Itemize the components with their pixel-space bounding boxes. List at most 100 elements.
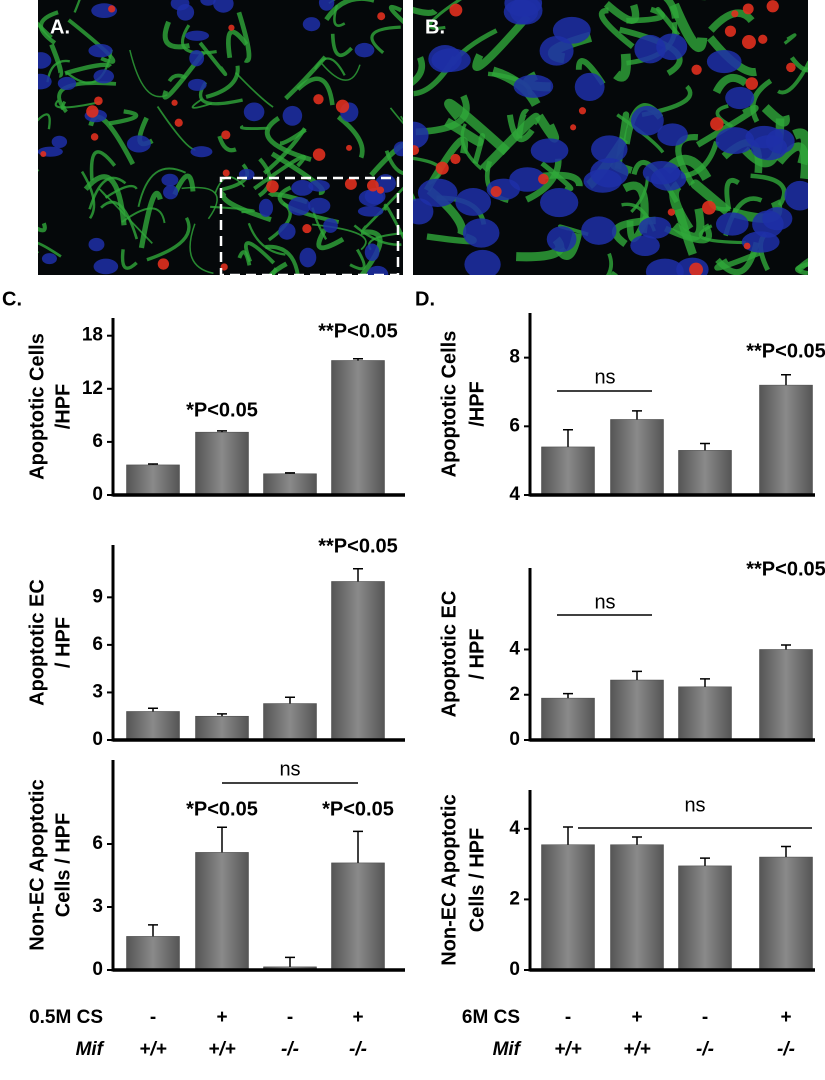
bar <box>760 857 813 970</box>
annotation: ns <box>594 591 615 613</box>
x-tick-label: + <box>352 1007 363 1028</box>
apoptotic-signal <box>313 148 325 160</box>
apoptotic-signal <box>731 10 738 17</box>
nucleus <box>127 135 151 152</box>
y-axis-label: Apoptotic EC <box>26 579 48 706</box>
annotation: ns <box>279 758 300 780</box>
apoptotic-signal <box>313 94 323 104</box>
y-tick-label: 18 <box>82 325 103 346</box>
annotation: ns <box>684 794 705 816</box>
apoptotic-signal <box>767 0 779 12</box>
nucleus <box>418 179 458 207</box>
y-axis-label: /HPF <box>52 384 74 430</box>
y-axis-label: / HPF <box>52 617 74 668</box>
apoptotic-signal <box>228 25 234 31</box>
apoptotic-signal <box>691 65 701 75</box>
x-tick-label: - <box>150 1007 156 1028</box>
y-tick-label: 9 <box>92 586 103 607</box>
nucleus <box>716 212 749 235</box>
apoptotic-signal <box>745 77 758 90</box>
apoptotic-signal <box>744 243 751 250</box>
annotation: **P<0.05 <box>318 320 398 342</box>
nucleus <box>177 4 194 21</box>
nucleus <box>358 206 383 217</box>
error-bar <box>563 430 573 447</box>
nucleus <box>308 198 330 214</box>
apoptotic-signal <box>377 187 384 194</box>
y-tick-label: 4 <box>509 638 520 659</box>
error-bar <box>781 375 791 385</box>
bar <box>611 680 664 740</box>
y-tick-label: 12 <box>82 378 103 399</box>
y-tick-label: 3 <box>92 896 103 917</box>
bar <box>679 687 732 740</box>
apoptotic-signal <box>86 105 98 117</box>
y-tick-label: 6 <box>509 415 520 436</box>
nucleus <box>575 73 605 101</box>
x-tick-label: +/+ <box>208 1039 235 1060</box>
apoptotic-signal <box>223 169 230 176</box>
apoptotic-signal <box>91 133 98 140</box>
y-axis-label: / HPF <box>466 628 488 679</box>
bar <box>542 845 595 970</box>
apoptotic-signal <box>742 35 756 49</box>
error-bar <box>353 569 363 582</box>
bar <box>542 698 595 740</box>
nucleus <box>42 253 57 264</box>
error-bar <box>632 411 642 420</box>
error-bar <box>700 858 710 866</box>
y-axis-label: Apoptotic EC <box>438 591 460 718</box>
row-label: Mif <box>493 1039 522 1060</box>
nucleus <box>88 44 112 57</box>
nucleus <box>581 216 616 244</box>
x-tick-label: - <box>287 1007 293 1028</box>
apoptotic-signal <box>538 174 549 185</box>
row-label: 0.5M CS <box>29 1007 103 1028</box>
error-bar <box>632 671 642 680</box>
bar <box>611 845 664 970</box>
nucleus <box>766 129 795 154</box>
nucleus <box>547 226 577 252</box>
nucleus <box>323 218 338 232</box>
nucleus <box>288 197 310 216</box>
annotation: *P<0.05 <box>186 798 258 820</box>
x-tick-label: -/- <box>349 1039 367 1060</box>
y-tick-label: 8 <box>509 347 520 368</box>
apoptotic-signal <box>336 100 349 113</box>
bar <box>332 360 385 495</box>
panel-label: A. <box>50 16 70 38</box>
nucleus <box>283 106 303 126</box>
nucleus <box>514 75 554 98</box>
y-tick-label: 0 <box>92 484 103 505</box>
nucleus <box>161 174 178 186</box>
x-tick-label: +/+ <box>623 1039 650 1060</box>
apoptotic-signal <box>377 12 385 20</box>
error-bar <box>217 714 227 716</box>
error-bar <box>353 359 363 361</box>
error-bar <box>285 697 295 703</box>
nucleus <box>355 43 375 57</box>
y-tick-label: 2 <box>509 888 520 909</box>
error-bar <box>781 645 791 650</box>
y-axis-label: Cells / HPF <box>466 828 488 932</box>
apoptotic-signal <box>409 145 419 155</box>
error-bar <box>148 708 158 711</box>
panel-label: C. <box>2 288 22 310</box>
x-tick-label: -/- <box>696 1039 714 1060</box>
apoptotic-signal <box>175 119 183 127</box>
nucleus <box>725 87 754 109</box>
error-bar <box>217 827 227 852</box>
x-tick-label: + <box>216 1007 227 1028</box>
error-bar <box>353 831 363 863</box>
apoptotic-signal <box>491 186 502 197</box>
apoptotic-signal <box>668 209 675 216</box>
x-tick-label: +/+ <box>554 1039 581 1060</box>
apoptotic-signal <box>449 4 462 17</box>
tissue <box>62 102 65 109</box>
bar <box>332 863 385 970</box>
x-tick-label: -/- <box>281 1039 299 1060</box>
nucleus <box>630 235 660 256</box>
apoptotic-signal <box>450 154 460 164</box>
annotation: ns <box>594 366 615 388</box>
